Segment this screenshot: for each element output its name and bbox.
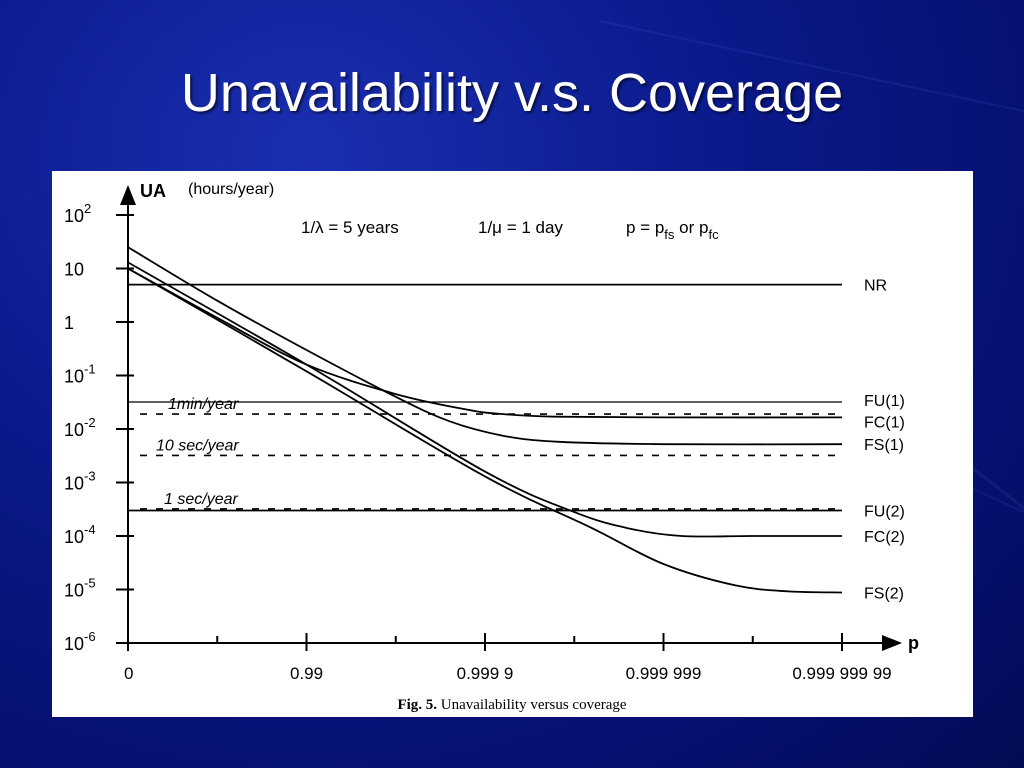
y-tick-exponent: -4 — [84, 522, 96, 537]
series-label: FS(1) — [864, 437, 904, 454]
y-tick-base: 10 — [64, 474, 84, 494]
series-label: FC(1) — [864, 414, 905, 431]
y-tick-label: 10-4 — [64, 522, 96, 547]
y-tick-label: 10-1 — [64, 362, 96, 387]
reference-line-label: 1 sec/year — [164, 491, 238, 508]
y-tick-base: 10 — [64, 420, 84, 440]
series-line-fc1 — [127, 267, 843, 419]
y-tick-exponent: -6 — [84, 629, 96, 644]
figure-caption: Fig. 5. Unavailability versus coverage — [397, 697, 626, 713]
param-p-prefix: p = p — [626, 218, 664, 237]
y-tick-base: 10 — [64, 581, 84, 601]
y-tick-label: 1 — [64, 313, 74, 333]
y-tick-base: 10 — [64, 206, 84, 226]
y-tick-label: 10-2 — [64, 415, 96, 440]
y-tick-base: 10 — [64, 527, 84, 547]
series-label: FC(2) — [864, 529, 905, 546]
x-tick-label: 0.99 — [290, 664, 323, 683]
reference-line-label: 10 sec/year — [156, 437, 239, 454]
param-p: p = pfs or pfc — [626, 218, 719, 242]
y-tick-label: 10-5 — [64, 576, 96, 601]
x-tick-label: 0.999 999 — [626, 664, 702, 683]
y-tick-base: 10 — [64, 260, 84, 280]
y-axis-label: UA — [140, 181, 166, 201]
y-tick-label: 10 — [64, 260, 84, 280]
y-tick-exponent: 2 — [84, 201, 91, 216]
series-label: FU(2) — [864, 503, 905, 520]
reference-line-label: 1min/year — [168, 396, 239, 413]
param-p-or: or p — [674, 218, 708, 237]
y-tick-base: 1 — [64, 313, 74, 333]
y-tick-exponent: -1 — [84, 362, 96, 377]
slide-title: Unavailability v.s. Coverage — [180, 63, 844, 123]
x-tick-label: 0.999 9 — [457, 664, 514, 683]
caption-fig-number: Fig. 5. — [397, 697, 437, 713]
series-line-fc2 — [127, 261, 842, 538]
series-line-fs2 — [127, 267, 843, 594]
caption-text: Unavailability versus coverage — [437, 697, 627, 713]
x-axis-label: p — [908, 633, 919, 653]
series-label: NR — [864, 278, 887, 295]
param-p-sub-fs: fs — [664, 227, 675, 242]
chart-figure: UA (hours/year) p 1/λ = 5 years 1/μ = 1 … — [52, 171, 973, 717]
unavailability-chart: UA (hours/year) p 1/λ = 5 years 1/μ = 1 … — [64, 181, 919, 713]
y-tick-base: 10 — [64, 634, 84, 654]
y-tick-label: 102 — [64, 201, 91, 226]
x-tick-label: 0.999 999 99 — [792, 664, 891, 683]
param-p-sub-fc: fc — [708, 227, 719, 242]
y-tick-label: 10-3 — [64, 469, 96, 494]
series-label: FU(1) — [864, 393, 905, 410]
param-mu: 1/μ = 1 day — [478, 218, 563, 237]
y-tick-exponent: -2 — [84, 415, 96, 430]
series-label: FS(2) — [864, 585, 904, 602]
y-tick-base: 10 — [64, 367, 84, 387]
x-tick-label: 0 — [124, 664, 133, 683]
y-tick-exponent: -3 — [84, 469, 96, 484]
param-lambda: 1/λ = 5 years — [301, 218, 399, 237]
y-tick-exponent: -5 — [84, 576, 96, 591]
series-line-fs1 — [127, 246, 843, 446]
y-axis-unit: (hours/year) — [188, 181, 274, 198]
y-tick-label: 10-6 — [64, 629, 96, 654]
